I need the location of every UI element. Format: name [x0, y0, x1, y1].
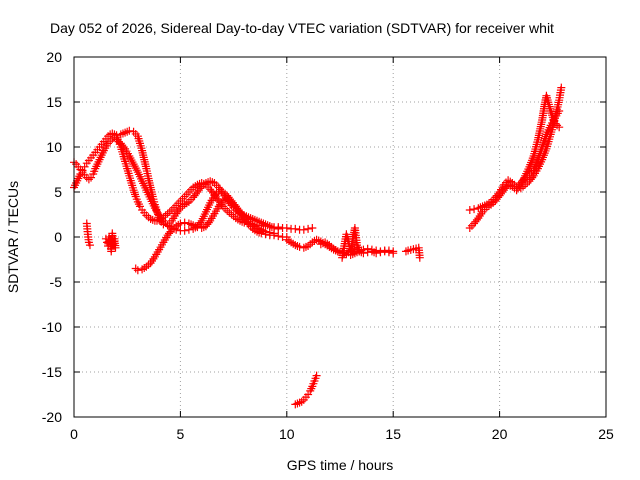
series-track-12: [465, 107, 564, 214]
data-point: [291, 224, 300, 233]
data-point: [312, 371, 321, 380]
data-point: [389, 249, 398, 258]
data-point: [270, 231, 279, 240]
data-point: [131, 164, 140, 173]
data-point: [196, 184, 205, 193]
x-tick-label: 20: [492, 426, 508, 442]
data-point: [196, 218, 205, 227]
series-track-7: [291, 371, 321, 409]
data-point: [176, 219, 185, 228]
data-point: [372, 249, 381, 258]
data-point: [180, 218, 189, 227]
data-point: [180, 226, 189, 235]
data-point: [401, 247, 410, 256]
data-point: [359, 249, 368, 258]
data-point: [257, 229, 266, 238]
data-point: [415, 253, 424, 262]
data-point: [519, 182, 528, 191]
data-point: [126, 154, 135, 163]
y-axis-label: SDTVAR / TECUs: [5, 181, 21, 293]
data-point: [384, 248, 393, 257]
y-tick-label: -10: [42, 319, 62, 335]
data-point: [85, 241, 94, 250]
chart-title: Day 052 of 2026, Sidereal Day-to-day VTE…: [50, 20, 554, 36]
data-point: [204, 218, 213, 227]
data-point: [131, 190, 140, 199]
data-point: [130, 162, 139, 171]
data-points: [70, 83, 566, 409]
data-point: [125, 126, 134, 135]
grid: [74, 57, 606, 417]
data-point: [132, 166, 141, 175]
y-tick-label: 5: [54, 184, 62, 200]
x-tick-label: 5: [177, 426, 185, 442]
data-point: [128, 158, 137, 167]
data-point: [146, 215, 155, 223]
data-point: [470, 205, 479, 214]
data-point: [131, 264, 140, 273]
data-point: [274, 224, 283, 233]
x-tick-label: 15: [385, 426, 401, 442]
y-tick-label: 0: [54, 229, 62, 245]
data-point: [127, 156, 136, 165]
series-track-5: [101, 229, 120, 256]
data-point: [376, 248, 385, 257]
data-point: [528, 173, 537, 182]
data-point: [555, 123, 564, 132]
series-track-10: [338, 224, 364, 262]
series-track-6: [82, 219, 94, 250]
data-point: [304, 242, 313, 250]
data-point: [163, 209, 172, 218]
data-point: [465, 206, 474, 214]
y-tick-label: -20: [42, 409, 62, 425]
data-point: [299, 225, 308, 234]
y-tick-label: 10: [46, 139, 62, 155]
plot-frame: [73, 56, 607, 418]
data-point: [557, 83, 566, 92]
x-tick-label: 0: [70, 426, 78, 442]
data-point: [119, 143, 128, 151]
y-tick-label: -5: [50, 274, 63, 290]
series-track-11: [401, 243, 424, 262]
data-point: [355, 245, 364, 254]
data-point: [133, 266, 142, 275]
y-tick-label: 15: [46, 94, 62, 110]
data-point: [293, 399, 302, 408]
data-point: [243, 218, 252, 227]
y-tick-label: 20: [46, 49, 62, 65]
data-point: [380, 247, 389, 256]
data-point: [129, 160, 138, 169]
data-point: [304, 224, 313, 233]
data-point: [201, 179, 210, 187]
data-point: [282, 224, 291, 232]
data-point: [299, 243, 308, 252]
data-point: [121, 128, 130, 137]
data-point: [125, 152, 134, 160]
data-point: [308, 224, 317, 232]
data-point: [508, 182, 517, 191]
data-point: [174, 206, 183, 214]
data-point: [130, 188, 139, 197]
series-track-13: [465, 91, 564, 232]
x-tick-label: 10: [279, 426, 295, 442]
data-point: [261, 230, 270, 239]
x-tick-label: 25: [598, 426, 614, 442]
data-point: [165, 207, 174, 216]
y-tick-label: -15: [42, 364, 62, 380]
x-axis-label: GPS time / hours: [287, 457, 394, 473]
data-point: [111, 243, 120, 252]
series-track-14: [516, 83, 566, 193]
data-point: [274, 232, 283, 241]
data-point: [542, 91, 551, 100]
data-point: [157, 215, 166, 223]
data-point: [84, 175, 93, 184]
data-point: [166, 227, 175, 236]
